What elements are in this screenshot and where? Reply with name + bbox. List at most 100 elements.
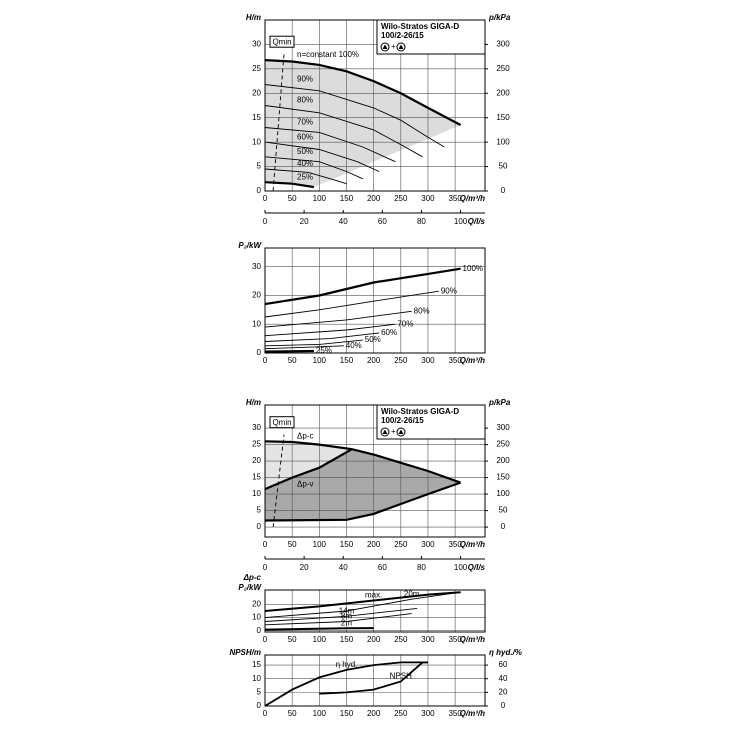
- y2-tick-label: 150: [496, 473, 510, 482]
- x-tick-label: 50: [288, 709, 297, 718]
- y-tick-label: 5: [257, 162, 262, 171]
- x-tick-label: 250: [394, 540, 408, 549]
- qmin-label: Qmin: [272, 418, 291, 427]
- curve-label: 25%: [297, 172, 313, 181]
- x2-tick-label: 100: [454, 563, 468, 572]
- curve-label: 60%: [381, 328, 397, 337]
- x-tick-label: 150: [340, 635, 354, 644]
- y-tick-label: 20: [252, 88, 261, 97]
- x2-tick-label: 0: [263, 563, 268, 572]
- x-axis-label: Q/m³/h: [460, 356, 485, 365]
- curve: [264, 591, 461, 619]
- y2-tick-label: 300: [496, 423, 510, 432]
- x-tick-label: 200: [367, 709, 381, 718]
- x-axis-label: Q/m³/h: [460, 635, 485, 644]
- x-tick-label: 250: [394, 635, 408, 644]
- curve: [319, 661, 428, 695]
- y-tick-label: 25: [252, 64, 261, 73]
- qmin-box: [269, 35, 295, 48]
- curve: [272, 54, 285, 192]
- x-tick-label: 100: [313, 194, 327, 203]
- y-axis-label: H/m: [246, 13, 261, 22]
- y-tick-label: 10: [252, 319, 261, 328]
- x-tick-label: 300: [421, 540, 435, 549]
- curve: [264, 168, 347, 185]
- x2-tick-label: 0: [263, 217, 268, 226]
- x-tick-label: 200: [367, 540, 381, 549]
- curve-label: 70%: [397, 319, 413, 328]
- curve: [264, 339, 363, 347]
- y2-tick-label: 250: [496, 64, 510, 73]
- y-tick-label: 25: [252, 440, 261, 449]
- y2-tick-label: 150: [496, 113, 510, 122]
- curve: [264, 84, 445, 148]
- y-axis-label: P₂/kW: [238, 241, 262, 250]
- y2-axis-label: p/kPa: [488, 13, 511, 22]
- curve: [272, 434, 285, 528]
- curve-label: 25%: [316, 346, 332, 355]
- pump-icon: [382, 44, 388, 49]
- x-tick-label: 250: [394, 356, 408, 365]
- y-tick-label: 0: [257, 348, 262, 357]
- x2-tick-label: 80: [417, 563, 426, 572]
- curve: [264, 181, 315, 189]
- x2-tick-label: 20: [300, 563, 309, 572]
- curve: [264, 127, 396, 163]
- curve: [264, 661, 428, 707]
- x-tick-label: 150: [340, 709, 354, 718]
- y2-tick-label: 100: [496, 137, 510, 146]
- curve-label: n=constant 100%: [297, 50, 359, 59]
- y2-tick-label: 250: [496, 440, 510, 449]
- x-tick-label: 50: [288, 635, 297, 644]
- y-tick-label: 0: [257, 186, 262, 195]
- x-tick-label: 350: [448, 356, 462, 365]
- x-tick-label: 200: [367, 356, 381, 365]
- x2-axis-label: Q/l/s: [468, 217, 486, 226]
- x-tick-label: 250: [394, 194, 408, 203]
- x-tick-label: 100: [313, 356, 327, 365]
- x-tick-label: 200: [367, 635, 381, 644]
- curve-label: Δp-c: [297, 431, 313, 440]
- x-tick-label: 50: [288, 194, 297, 203]
- curve-label: 8m: [341, 612, 352, 621]
- y-tick-label: 30: [252, 423, 261, 432]
- curve: [264, 440, 461, 484]
- curve-label: 50%: [365, 335, 381, 344]
- curve-label: 60%: [297, 132, 313, 141]
- y-tick-label: 20: [252, 600, 261, 609]
- x-tick-label: 100: [313, 709, 327, 718]
- x-tick-label: 200: [367, 194, 381, 203]
- x-tick-label: 150: [340, 540, 354, 549]
- curve: [264, 323, 396, 337]
- y2-tick-label: 300: [496, 40, 510, 49]
- curve: [264, 141, 380, 172]
- y-tick-label: 10: [252, 674, 261, 683]
- x-tick-label: 300: [421, 356, 435, 365]
- x2-axis-label: Q/l/s: [468, 563, 486, 572]
- y2-tick-label: 200: [496, 88, 510, 97]
- curve: [264, 607, 418, 622]
- curve-label: 90%: [297, 75, 313, 84]
- pump-icon: +: [391, 427, 396, 436]
- y-tick-label: 0: [257, 626, 262, 635]
- x-tick-label: 300: [421, 635, 435, 644]
- curve-label: 14m: [339, 606, 355, 615]
- y-tick-label: 0: [257, 522, 262, 531]
- y2-tick-label: 100: [496, 489, 510, 498]
- chart-title: 100/2-26/15: [381, 31, 424, 40]
- pump-icon: [382, 429, 388, 434]
- curve: [264, 345, 344, 350]
- range-dp-c: [265, 441, 352, 490]
- pump-icon: +: [391, 42, 396, 51]
- y-tick-label: 5: [257, 687, 262, 696]
- y-tick-label: 0: [257, 701, 262, 710]
- x2-tick-label: 40: [339, 217, 348, 226]
- y-tick-label: 15: [252, 113, 261, 122]
- x-tick-label: 350: [448, 540, 462, 549]
- x-axis-label: Q/m³/h: [460, 540, 485, 549]
- x-tick-label: 0: [263, 709, 268, 718]
- x-tick-label: 100: [313, 540, 327, 549]
- curve: [264, 267, 461, 306]
